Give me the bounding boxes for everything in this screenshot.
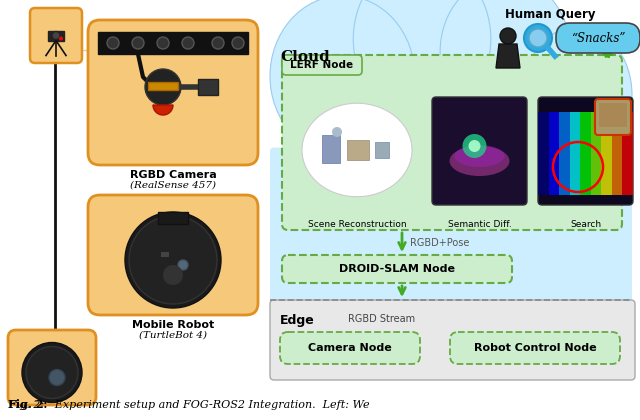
Bar [98,32,248,54]
Text: Semantic Diff.: Semantic Diff. [447,220,511,229]
Text: DROID-SLAM Node: DROID-SLAM Node [339,264,455,274]
Circle shape [49,370,65,386]
FancyBboxPatch shape [8,330,96,405]
Circle shape [107,37,119,49]
Circle shape [52,32,60,39]
Text: RGBD Stream: RGBD Stream [348,314,415,324]
Ellipse shape [353,0,491,120]
FancyBboxPatch shape [450,332,620,364]
Circle shape [529,29,547,47]
Text: (TurtleBot 4): (TurtleBot 4) [139,331,207,340]
Bar [591,112,602,195]
FancyBboxPatch shape [270,147,632,302]
Wedge shape [153,105,173,115]
Text: Human Query: Human Query [505,8,595,21]
Text: RGBD Camera: RGBD Camera [130,170,216,180]
FancyBboxPatch shape [432,97,527,205]
Circle shape [125,212,221,308]
Bar [612,112,623,195]
Circle shape [129,216,217,304]
Text: Edge: Edge [280,314,315,327]
Circle shape [500,28,516,44]
Ellipse shape [524,26,632,163]
FancyBboxPatch shape [88,20,258,165]
FancyBboxPatch shape [30,8,82,63]
Bar [322,135,340,163]
Circle shape [182,37,194,49]
Ellipse shape [440,0,570,126]
Polygon shape [496,44,520,68]
FancyBboxPatch shape [595,99,631,135]
Bar [158,212,188,224]
Circle shape [145,69,181,105]
FancyBboxPatch shape [282,55,362,75]
Text: RGBD+Pose: RGBD+Pose [410,238,469,248]
FancyBboxPatch shape [538,97,633,205]
Bar [548,112,559,195]
Circle shape [163,265,183,285]
Ellipse shape [288,76,469,200]
Bar [623,112,633,195]
Bar [580,112,591,195]
Bar [161,252,169,257]
Ellipse shape [449,146,509,176]
Bar [198,79,218,95]
Text: Search: Search [570,220,601,229]
Bar [538,112,548,195]
FancyBboxPatch shape [270,300,635,380]
Bar [375,142,389,158]
Bar [347,140,369,160]
Text: Scene Reconstruction: Scene Reconstruction [308,220,406,229]
Text: “Snacks”: “Snacks” [571,32,625,45]
Circle shape [212,37,224,49]
Text: Fig. 2:   Experiment setup and FOG-ROS2 Integration.  Left: We: Fig. 2: Experiment setup and FOG-ROS2 In… [8,400,370,410]
Text: Fig. 2:: Fig. 2: [8,399,47,410]
Text: Robot Control Node: Robot Control Node [474,343,596,353]
Bar [148,82,178,90]
Text: Mobile Robot: Mobile Robot [132,320,214,330]
Circle shape [22,342,82,402]
Circle shape [178,260,188,270]
FancyBboxPatch shape [280,332,420,364]
Text: Camera Node: Camera Node [308,343,392,353]
Circle shape [132,37,144,49]
Text: LERF Node: LERF Node [291,60,353,70]
FancyBboxPatch shape [282,55,622,230]
Text: (RealSense 457): (RealSense 457) [130,181,216,190]
Circle shape [332,127,342,137]
Bar [602,112,612,195]
Circle shape [463,134,486,158]
Bar [570,112,580,195]
FancyBboxPatch shape [556,23,640,53]
Ellipse shape [454,145,504,167]
Circle shape [232,37,244,49]
Ellipse shape [270,0,415,157]
FancyBboxPatch shape [282,255,512,283]
Ellipse shape [302,103,412,197]
Circle shape [157,37,169,49]
Bar [599,103,627,127]
Ellipse shape [360,67,614,197]
Text: Cloud: Cloud [280,50,330,64]
Bar [559,112,570,195]
Circle shape [468,140,481,152]
Bar [48,31,64,40]
FancyBboxPatch shape [88,195,258,315]
Circle shape [26,346,78,399]
Circle shape [524,24,552,52]
Circle shape [59,37,63,40]
